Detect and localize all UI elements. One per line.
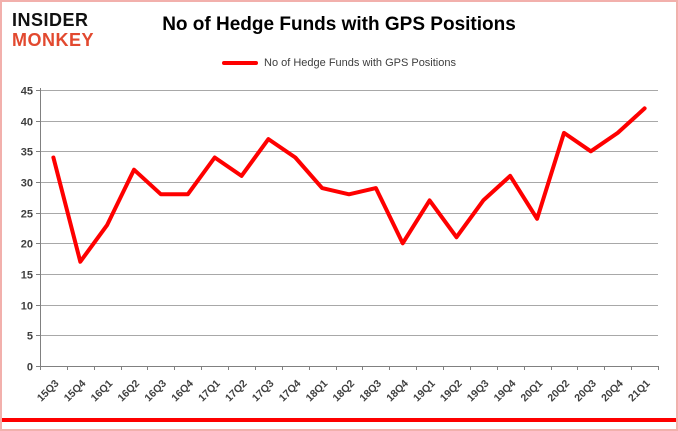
x-axis-label: 19Q1 (411, 378, 438, 405)
x-axis-label: 20Q1 (519, 378, 546, 405)
x-axis-label: 20Q4 (599, 378, 626, 405)
y-axis-label: 15 (21, 270, 33, 282)
x-axis-label: 18Q4 (384, 378, 411, 405)
x-axis-label: 18Q1 (304, 378, 331, 405)
y-axis-label: 40 (21, 117, 33, 129)
x-axis-label: 16Q4 (169, 378, 196, 405)
x-axis-label: 18Q2 (330, 378, 357, 405)
chart-title: No of Hedge Funds with GPS Positions (162, 14, 516, 35)
y-axis-label: 45 (21, 86, 33, 98)
y-axis-label: 20 (21, 239, 33, 251)
insider-monkey-logo: INSIDER MONKEY (12, 10, 94, 50)
x-axis-label: 17Q2 (223, 378, 250, 405)
x-axis-label: 17Q1 (196, 378, 223, 405)
x-axis-label: 19Q4 (492, 378, 519, 405)
x-axis-label: 19Q3 (465, 378, 492, 405)
y-axis-label: 10 (21, 301, 33, 313)
x-axis-label: 19Q2 (438, 378, 465, 405)
x-axis-label: 16Q2 (116, 378, 143, 405)
y-axis-label: 30 (21, 178, 33, 190)
x-axis-label: 20Q3 (572, 378, 599, 405)
x-axis-label: 16Q1 (89, 378, 116, 405)
x-axis-label: 20Q2 (545, 378, 572, 405)
x-axis-label: 16Q3 (142, 378, 169, 405)
y-axis-label: 25 (21, 209, 33, 221)
legend-label: No of Hedge Funds with GPS Positions (264, 57, 456, 69)
bottom-red-divider (2, 418, 676, 422)
x-axis-label: 18Q3 (357, 378, 384, 405)
y-axis-label: 5 (27, 331, 33, 343)
x-axis-label: 21Q1 (626, 378, 653, 405)
legend: No of Hedge Funds with GPS Positions (2, 57, 676, 69)
x-axis-label: 17Q4 (277, 378, 304, 405)
data-line (51, 106, 647, 264)
logo-text-monkey: MONKEY (12, 30, 95, 50)
y-axis-label: 0 (27, 362, 33, 374)
red-line-swatch-icon (222, 61, 258, 65)
x-axis-label: 15Q4 (62, 378, 89, 405)
x-axis-label: 17Q3 (250, 378, 277, 405)
x-axis-label: 15Q3 (35, 378, 62, 405)
y-axis-label: 35 (21, 147, 33, 159)
logo-text-insider: INSIDER (12, 10, 89, 30)
